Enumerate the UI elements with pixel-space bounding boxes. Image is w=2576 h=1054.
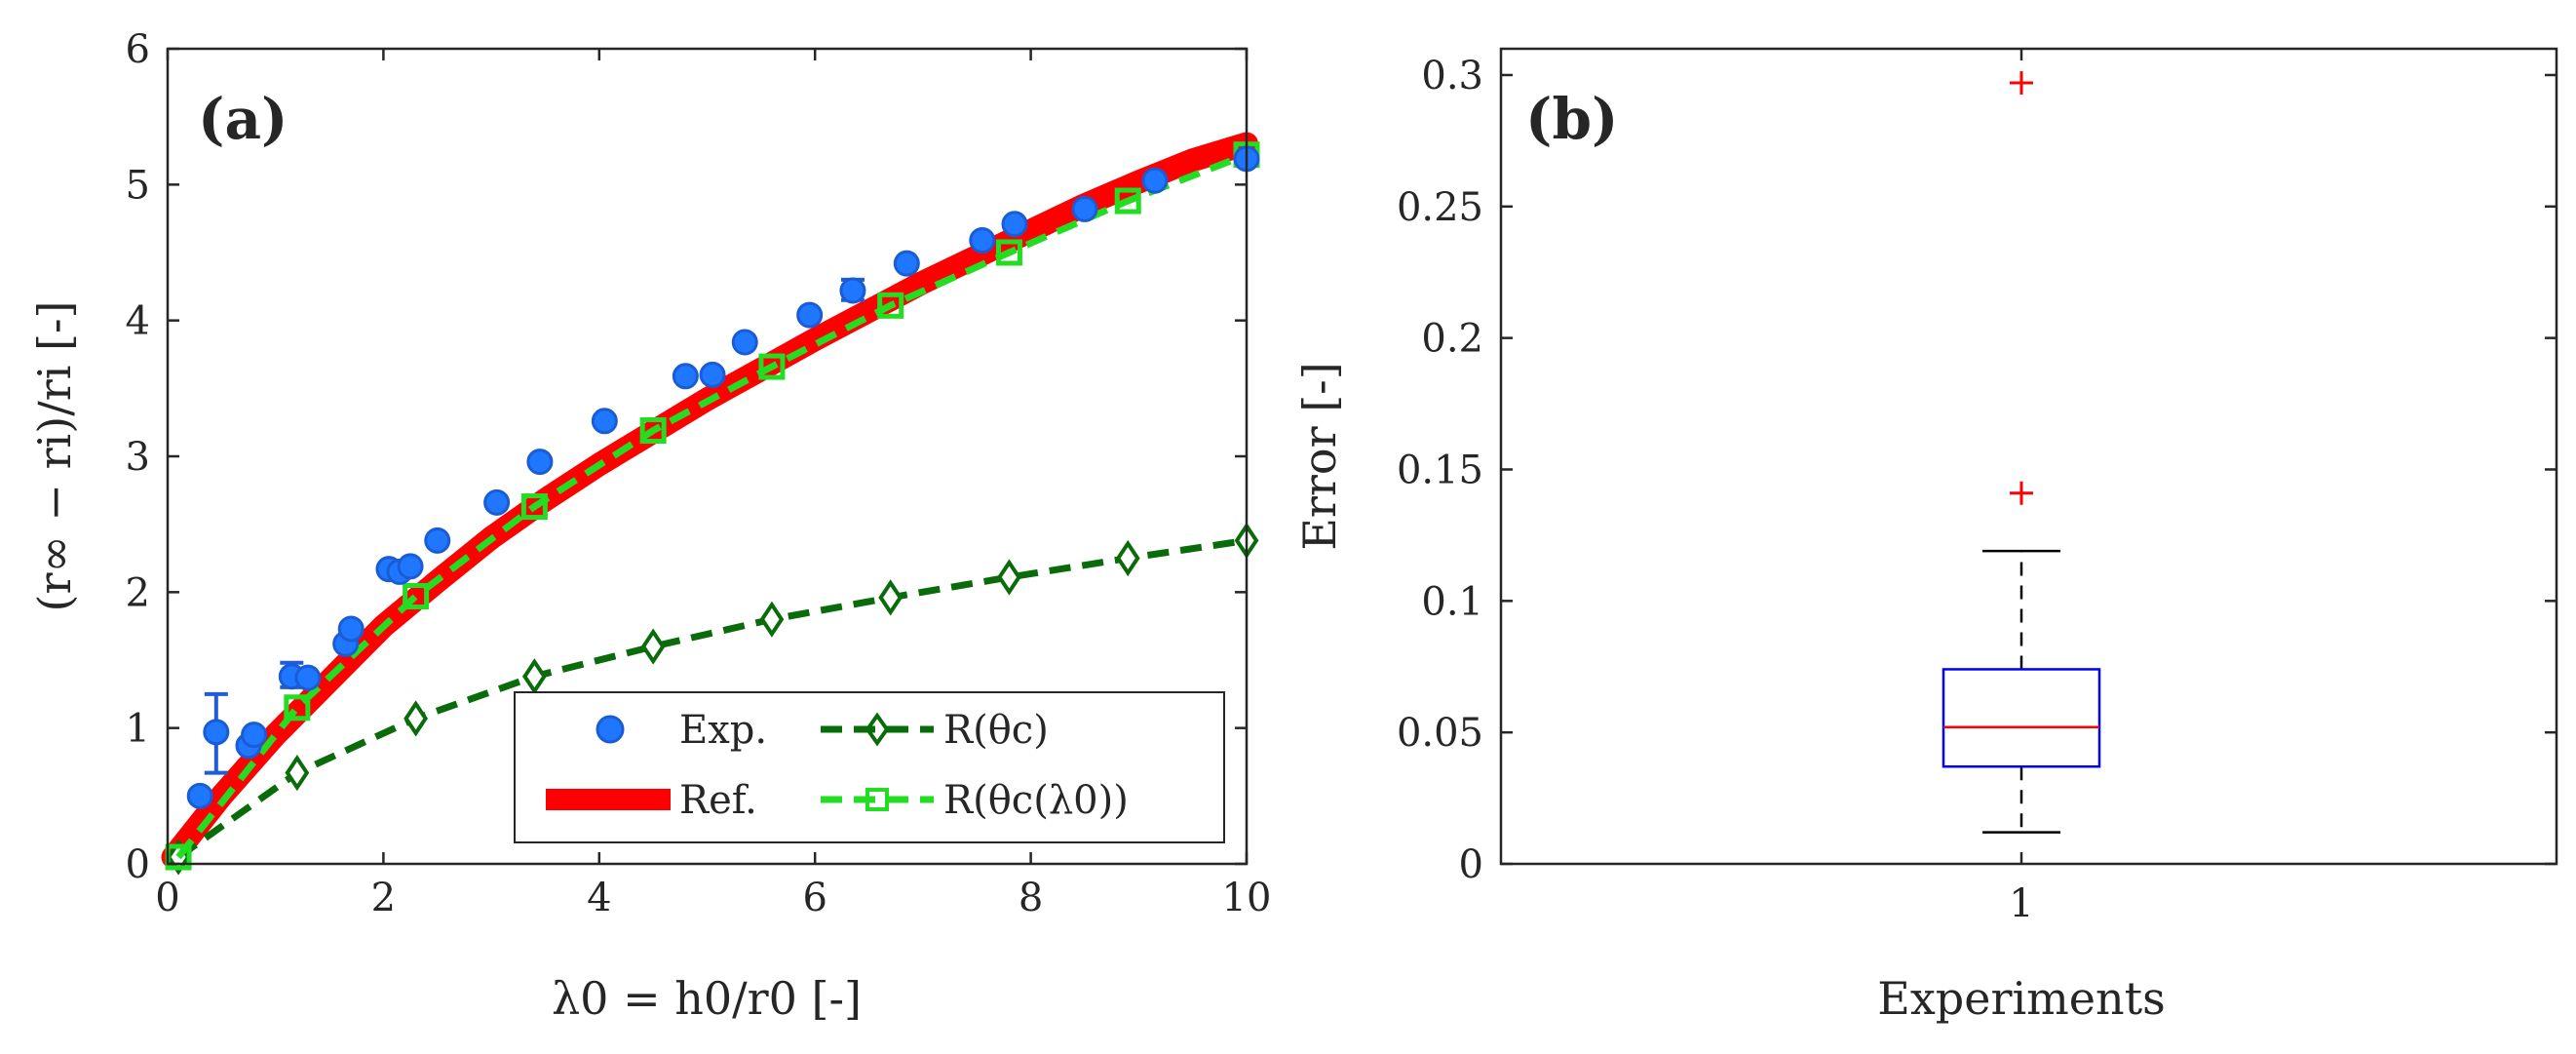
y-tick-label: 0.1 [1421, 579, 1483, 624]
r-theta-marker [1115, 539, 1140, 577]
legend-label-ref: Ref. [679, 778, 757, 823]
y-tick-label: 0.3 [1421, 54, 1483, 98]
r-theta-series-layer [166, 522, 1259, 876]
panel-b-axes-box [1499, 47, 2558, 866]
panel-a-legend: Exp. Ref. R(θc) R(θc(λ0)) [514, 691, 1225, 843]
y-tick-label: 4 [126, 299, 150, 344]
exp-point [203, 719, 230, 746]
exp-point [186, 782, 213, 809]
panel-b-y-axis-label: Error [-] [1293, 362, 1346, 550]
r-theta-lambda-marker [639, 417, 667, 445]
r-theta-lambda-marker [403, 583, 430, 610]
panel-a-x-axis-label: λ0 = h0/r0 [-] [552, 972, 862, 1025]
r-theta-marker [640, 628, 666, 665]
legend-entry-ref: Ref. [546, 778, 757, 823]
r-theta-marker [404, 700, 429, 737]
exp-point [294, 664, 322, 691]
x-tick-label: 8 [1019, 876, 1043, 920]
exp-point [699, 361, 726, 388]
panel-a-ticks: 0 2 4 6 8 10 0 1 2 3 4 5 6 [126, 27, 1272, 920]
x-tick-label: 4 [587, 876, 611, 920]
r-theta-lambda-marker [758, 353, 786, 380]
y-tick-label: 2 [126, 570, 150, 615]
r-theta-lambda-marker [877, 292, 904, 319]
legend-box [514, 691, 1225, 843]
r-theta-lambda-marker [995, 239, 1022, 266]
y-tick-label: 0.15 [1397, 448, 1483, 492]
panel-a-letter: (a) [198, 86, 288, 152]
r-theta-line [176, 536, 1248, 860]
exp-point [672, 363, 699, 390]
y-tick-label: 0 [126, 842, 150, 887]
y-tick-label: 0 [1459, 842, 1483, 887]
x-tick-label: 1 [2009, 881, 2033, 926]
exp-point [526, 449, 554, 476]
exp-point [397, 553, 424, 580]
exp-point [1001, 211, 1028, 238]
exp-point [969, 226, 996, 254]
legend-swatch-exp [596, 715, 625, 744]
box-iqr [1942, 668, 2101, 768]
r-theta-lambda-line [175, 151, 1249, 860]
legend-label-r-theta-lambda: R(θc(λ0)) [943, 778, 1129, 823]
exp-point [1141, 167, 1169, 194]
panel-b-ticks: 0 0.05 0.1 0.15 0.2 0.25 0.3 1 [1397, 49, 2557, 926]
x-tick-label: 10 [1222, 876, 1272, 920]
exp-series-layer [186, 145, 1260, 809]
r-theta-marker [878, 579, 904, 616]
r-theta-marker [997, 559, 1021, 596]
legend-swatch-r-theta-marker [865, 712, 890, 747]
legend-entry-r-theta-lambda: R(θc(λ0)) [821, 778, 1129, 823]
r-theta-marker [285, 755, 310, 792]
r-theta-lambda-marker [1114, 187, 1141, 215]
legend-swatch-r-theta-lambda-marker [865, 788, 889, 811]
exp-point [591, 408, 618, 435]
legend-entry-r-theta: R(θc) [821, 708, 1049, 753]
panel-b-chart: 00.050.10.150.20.250.31 (b) Experiments … [1293, 47, 2558, 1025]
panel-a-y-axis-label: (r∞ − ri)/ri [-] [28, 301, 81, 612]
panel-b-boxplot [1942, 71, 2101, 834]
y-tick-label: 0.25 [1397, 185, 1483, 230]
x-tick-label: 6 [802, 876, 827, 920]
exp-point [893, 250, 920, 277]
legend-entry-exp: Exp. [596, 708, 767, 753]
panel-b-x-axis-label: Experiments [1877, 972, 2165, 1025]
exp-point [337, 615, 365, 643]
y-tick-label: 1 [126, 707, 150, 752]
exp-point [241, 722, 268, 749]
panel-a-chart: 0 2 4 6 8 10 0 1 2 3 4 5 6 (a) λ0 = h0/r0 [-] (r∞ − … [28, 27, 1271, 1025]
exp-point [483, 488, 511, 516]
r-theta-marker [521, 658, 547, 695]
legend-label-r-theta: R(θc) [943, 708, 1049, 753]
y-tick-label: 3 [126, 435, 150, 480]
panel-b-letter: (b) [1525, 86, 1618, 152]
r-theta-lambda-marker [284, 694, 311, 722]
x-tick-label: 2 [371, 876, 396, 920]
r-theta-marker [759, 601, 785, 638]
exp-point [839, 277, 866, 304]
x-tick-label: 0 [155, 876, 179, 920]
exp-point [1071, 195, 1098, 222]
y-tick-label: 0.05 [1397, 711, 1483, 756]
exp-point [731, 329, 758, 356]
r-theta-lambda-marker [520, 493, 548, 521]
legend-label-exp: Exp. [679, 708, 767, 753]
exp-point [796, 301, 824, 329]
y-tick-label: 0.2 [1421, 317, 1483, 362]
y-tick-label: 5 [126, 163, 150, 208]
exp-point [424, 527, 451, 554]
y-tick-label: 6 [126, 27, 150, 72]
